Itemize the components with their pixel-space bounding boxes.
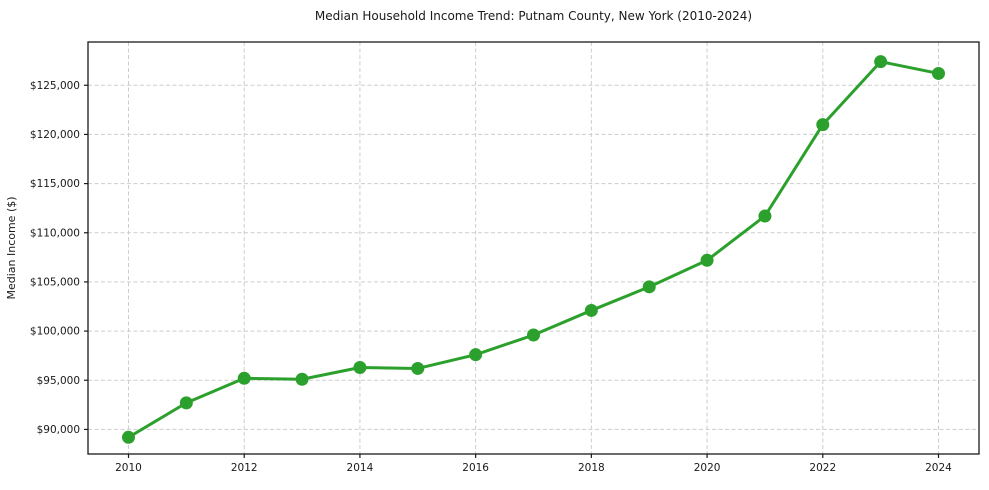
- axes-ticks: $90,000 $95,000 $100,000 $105,000 $110,000 $1…: [30, 80, 952, 474]
- data-series: [122, 55, 945, 444]
- data-point-2018: [584, 303, 598, 317]
- y-tick-label: $125,000: [30, 80, 80, 92]
- data-point-2015: [411, 361, 425, 375]
- x-tick-label: 2016: [462, 462, 489, 474]
- y-tick-label: $120,000: [30, 129, 80, 141]
- gridlines: [88, 42, 979, 454]
- y-tick-label: $115,000: [30, 178, 80, 190]
- x-tick-label: 2024: [925, 462, 952, 474]
- x-tick-label: 2022: [809, 462, 836, 474]
- data-point-2013: [295, 372, 309, 386]
- x-tick-label: 2014: [347, 462, 374, 474]
- x-tick-label: 2018: [578, 462, 605, 474]
- data-point-2016: [469, 348, 483, 362]
- y-tick-label: $110,000: [30, 227, 80, 239]
- y-tick-label: $90,000: [37, 424, 80, 436]
- data-point-2020: [700, 253, 714, 267]
- data-point-2012: [237, 371, 251, 385]
- x-tick-label: 2020: [694, 462, 721, 474]
- plot-border: [87, 41, 980, 455]
- x-tick-label: 2012: [231, 462, 258, 474]
- data-point-2017: [527, 328, 540, 342]
- data-point-2019: [642, 280, 656, 294]
- y-tick-label: $95,000: [37, 375, 80, 387]
- data-point-2023: [874, 55, 888, 69]
- data-point-2010: [122, 430, 135, 444]
- y-tick-label: $105,000: [30, 276, 80, 288]
- data-point-2021: [758, 209, 772, 223]
- y-axis-label: Median Income ($): [5, 196, 18, 299]
- data-point-2011: [179, 396, 193, 410]
- data-point-2014: [353, 360, 367, 374]
- data-point-2022: [816, 118, 830, 132]
- x-tick-label: 2010: [115, 462, 142, 474]
- chart-title: Median Household Income Trend: Putnam Co…: [315, 9, 752, 23]
- data-point-2024: [932, 66, 945, 80]
- y-tick-label: $100,000: [30, 326, 80, 338]
